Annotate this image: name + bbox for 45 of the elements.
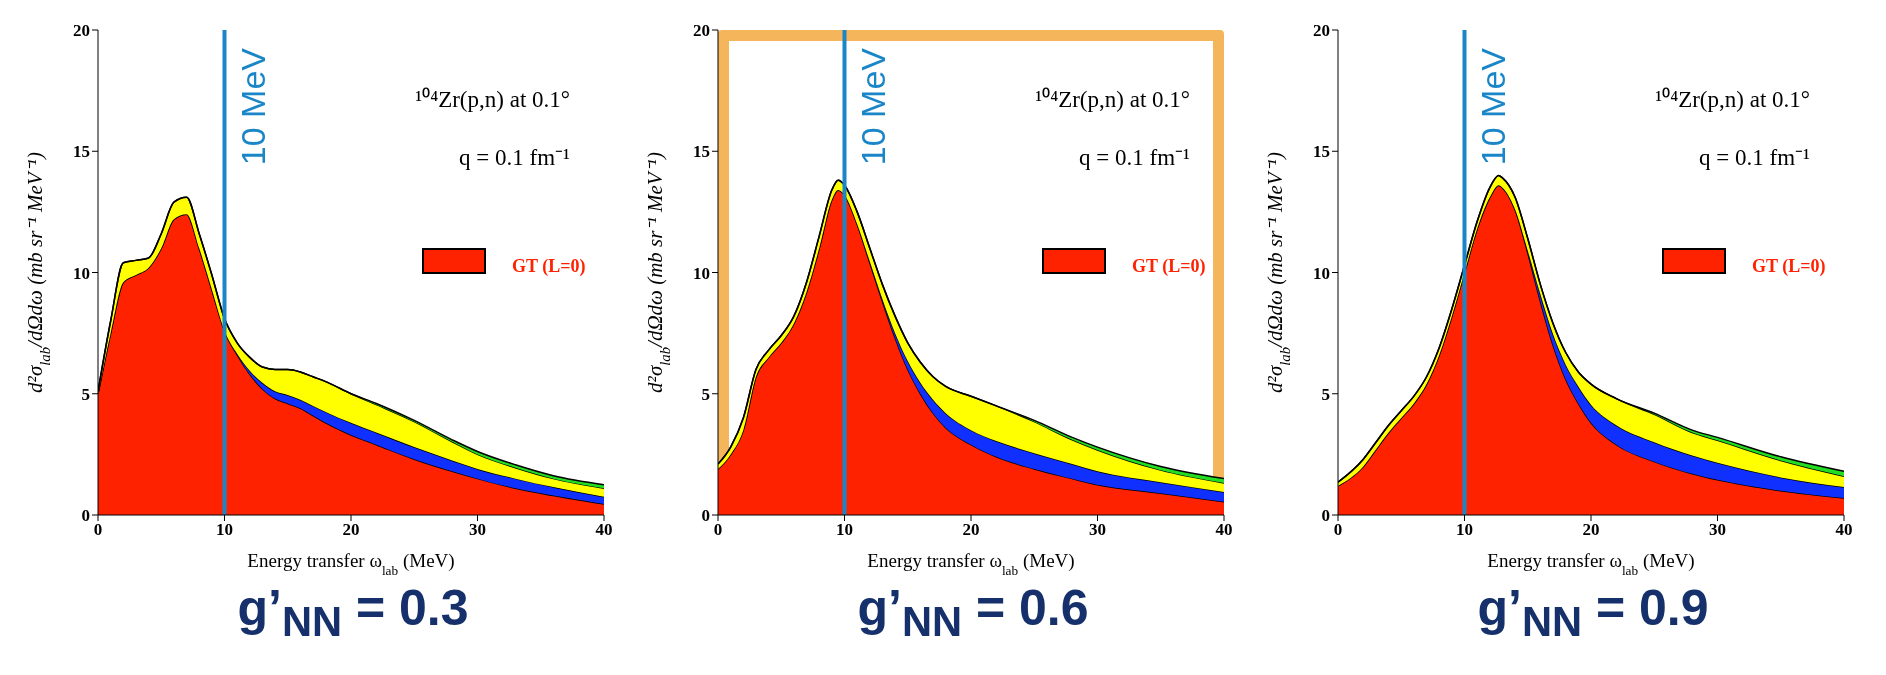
text: g’$_{NN}$ = 0.9 (1476, 579, 1710, 646)
y-tick-label: 15 (1313, 142, 1330, 162)
legend-label: GT (L=0) (1132, 255, 1206, 279)
y-tick-label: 0 (1321, 506, 1330, 526)
y-tick-label: 0 (701, 506, 710, 526)
y-tick-label: 0 (81, 506, 90, 526)
annotation: q = 0.1 fm⁻¹ (1079, 144, 1190, 172)
x-tick-label: 30 (1709, 520, 1726, 540)
y-tick-label: 20 (73, 21, 90, 41)
x-tick-label: 10 (836, 520, 853, 540)
text: g’$_{NN}$ = 0.6 (856, 579, 1090, 646)
annotation: q = 0.1 fm⁻¹ (1699, 144, 1810, 172)
y-tick-label: 10 (1313, 263, 1330, 283)
legend-label: GT (L=0) (1752, 255, 1826, 279)
annotation: ¹⁰⁴Zr(p,n) at 0.1° (1655, 86, 1810, 114)
ref-line-label: 10 MeV (233, 47, 272, 166)
x-tick-label: 40 (1835, 520, 1853, 540)
x-axis-title: Energy transfer ω$_{lab}$ (MeV) (1487, 550, 1695, 578)
y-tick-label: 20 (693, 21, 710, 41)
text: g’$_{NN}$ = 0.3 (236, 579, 470, 646)
annotation: ¹⁰⁴Zr(p,n) at 0.1° (1035, 86, 1190, 114)
y-tick-label: 5 (701, 384, 710, 404)
annotation: q = 0.1 fm⁻¹ (459, 144, 570, 172)
ref-line-label: 10 MeV (1473, 47, 1512, 166)
y-tick-label: 15 (693, 142, 710, 162)
y-tick-label: 20 (1313, 21, 1330, 41)
x-tick-label: 10 (216, 520, 233, 540)
y-tick-label: 15 (73, 142, 90, 162)
annotation: ¹⁰⁴Zr(p,n) at 0.1° (415, 86, 570, 114)
y-tick-label: 10 (73, 263, 90, 283)
x-tick-label: 30 (469, 520, 486, 540)
x-tick-label: 20 (1582, 520, 1600, 540)
y-tick-label: 5 (81, 384, 90, 404)
y-tick-label: 5 (1321, 384, 1330, 404)
ref-line-label: 10 MeV (853, 47, 892, 166)
x-tick-label: 40 (595, 520, 613, 540)
x-tick-label: 20 (342, 520, 360, 540)
y-tick-label: 10 (693, 263, 710, 283)
x-tick-label: 20 (962, 520, 980, 540)
x-axis-title: Energy transfer ω$_{lab}$ (MeV) (247, 550, 455, 578)
x-tick-label: 40 (1215, 520, 1233, 540)
legend-label: GT (L=0) (512, 255, 586, 279)
x-axis-title: Energy transfer ω$_{lab}$ (MeV) (867, 550, 1075, 578)
x-tick-label: 10 (1456, 520, 1473, 540)
x-tick-label: 30 (1089, 520, 1106, 540)
